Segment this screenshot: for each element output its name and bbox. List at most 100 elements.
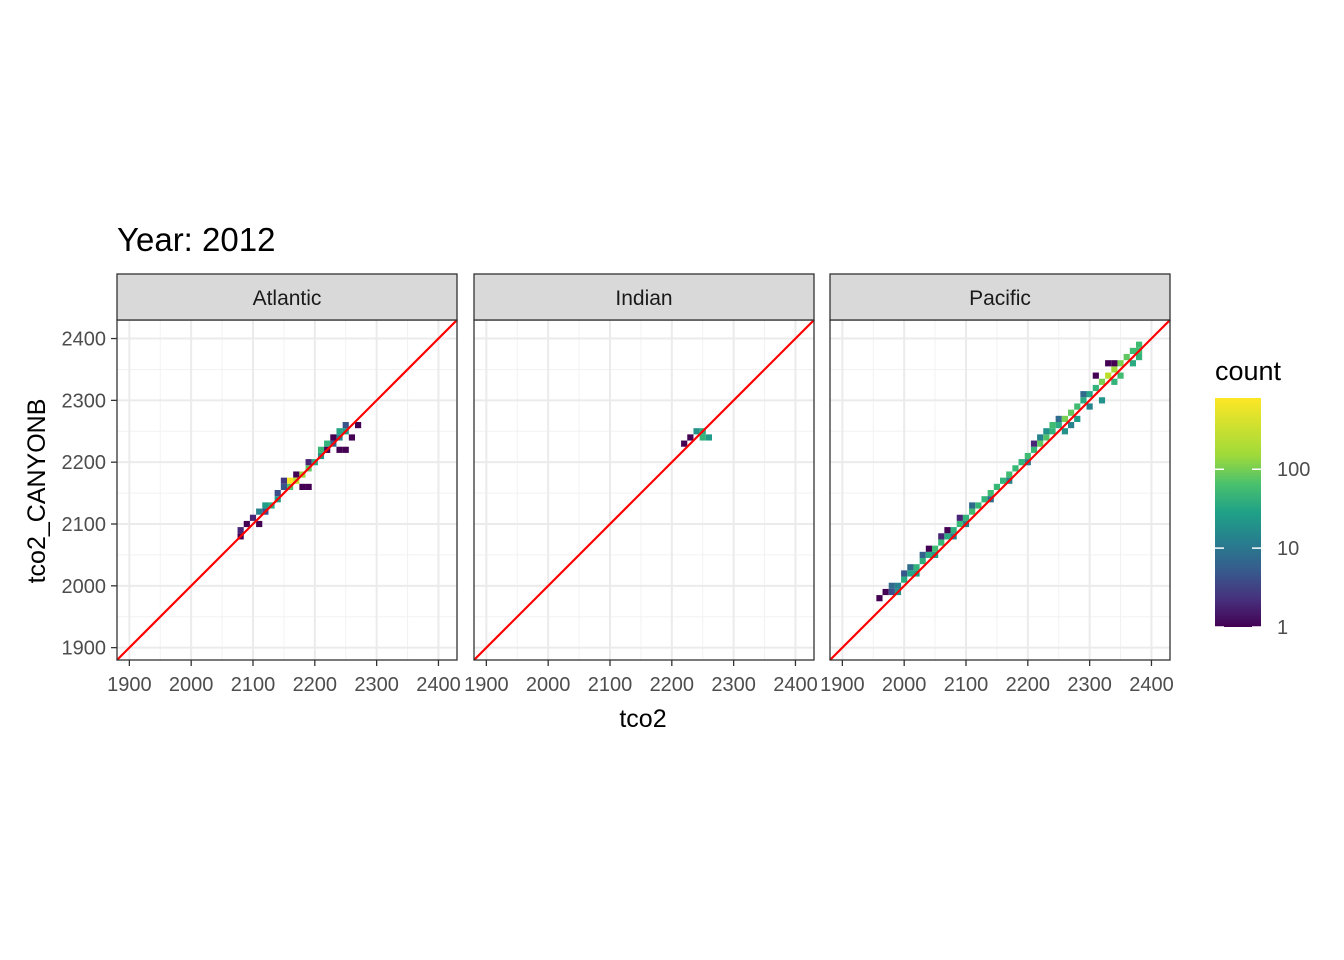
heatmap-bin xyxy=(925,545,932,552)
x-tick-label: 2400 xyxy=(773,674,818,696)
heatmap-bin xyxy=(925,551,932,558)
facet-panel-atlantic: Atlantic 1900 2000 2100 2200 2300 2400 1900 2000… xyxy=(62,273,461,696)
heatmap-bin xyxy=(342,422,349,429)
heatmap-bin xyxy=(1136,341,1143,348)
heatmap-bin xyxy=(305,459,312,466)
heatmap-bin xyxy=(1092,372,1099,379)
heatmap-bin xyxy=(932,545,939,552)
x-tick-label: 2000 xyxy=(882,674,927,696)
heatmap-bin xyxy=(1105,360,1112,367)
x-tick-label: 1900 xyxy=(820,674,865,696)
heatmap-bin xyxy=(1098,397,1106,404)
heatmap-bin xyxy=(705,434,712,441)
heatmap-bin xyxy=(317,446,325,453)
heatmap-bin xyxy=(1049,422,1056,429)
heatmap-bin xyxy=(962,514,970,521)
facet-strip xyxy=(473,273,815,321)
heatmap-bin xyxy=(1098,378,1106,385)
heatmap-bin xyxy=(681,440,688,447)
x-tick-label: 2400 xyxy=(1129,674,1174,696)
heatmap-bin xyxy=(1018,459,1025,466)
heatmap-bin xyxy=(975,502,982,509)
facet-strip-label: Indian xyxy=(615,287,672,310)
heatmap-bin xyxy=(249,514,257,521)
x-tick-label: 2200 xyxy=(293,674,338,696)
y-axis-title: tco2_CANYONB xyxy=(23,399,51,584)
heatmap-bin xyxy=(324,440,331,447)
heatmap-bin xyxy=(293,471,300,478)
x-tick-label: 2100 xyxy=(588,674,633,696)
reference-line xyxy=(829,319,1171,661)
legend-tick-label: 100 xyxy=(1277,459,1310,481)
x-tick-label: 2200 xyxy=(1006,674,1051,696)
heatmap-bin xyxy=(1000,477,1007,484)
heatmap-bin xyxy=(699,434,706,441)
x-tick-label: 2000 xyxy=(169,674,214,696)
x-tick-label: 2300 xyxy=(1067,674,1112,696)
heatmap-bin xyxy=(256,508,263,515)
heatmap-bin xyxy=(687,434,694,441)
y-tick-label: 2300 xyxy=(62,390,107,412)
x-tick-label: 1900 xyxy=(107,674,152,696)
heatmap-bin xyxy=(256,520,263,528)
heatmap-bin xyxy=(969,508,976,515)
heatmap-bin xyxy=(280,477,287,484)
facet-panel-indian: Indian 1900 2000 2100 2200 2300 2400 xyxy=(464,273,818,696)
legend-colorbar xyxy=(1215,398,1261,627)
y-tick-label: 2000 xyxy=(62,576,107,598)
y-tick-label: 2400 xyxy=(62,329,107,351)
heatmap-bin xyxy=(1012,465,1019,472)
heatmap-bin xyxy=(1043,428,1050,435)
heatmap-bin xyxy=(693,428,700,435)
heatmap-bin xyxy=(944,527,951,534)
heatmap-bin xyxy=(1123,354,1130,361)
heatmap-bin xyxy=(901,570,908,577)
heatmap-bin xyxy=(1105,372,1112,379)
heatmap-bin xyxy=(1068,422,1075,429)
heatmap-bin xyxy=(342,446,349,453)
heatmap-bin xyxy=(1080,391,1087,398)
y-tick-label: 1900 xyxy=(62,638,107,660)
heatmap-bin xyxy=(1061,428,1068,435)
facet-panel-pacific: Pacific 1900 2000 2100 2200 2300 2400 xyxy=(820,273,1174,696)
heatmap-bin xyxy=(981,496,988,503)
heatmap-bin xyxy=(987,490,994,497)
reference-line xyxy=(116,319,458,661)
heatmap-bin xyxy=(888,582,895,589)
heatmap-bin xyxy=(1074,403,1081,410)
heatmap-bin xyxy=(1030,440,1038,447)
heatmap-bin xyxy=(1111,378,1118,385)
x-tick-label: 2200 xyxy=(650,674,695,696)
heatmap-bin xyxy=(1117,360,1124,367)
heatmap-bin xyxy=(305,483,312,490)
heatmap-bin xyxy=(901,576,908,583)
heatmap-bin xyxy=(969,502,976,509)
heatmap-bin xyxy=(1055,422,1062,429)
x-tick-label: 1900 xyxy=(464,674,509,696)
y-tick-label: 2200 xyxy=(62,452,107,474)
heatmap-bin xyxy=(938,539,945,546)
heatmap-bin xyxy=(944,533,951,540)
heatmap-bin xyxy=(950,527,957,534)
heatmap-bin xyxy=(1030,446,1038,453)
x-tick-label: 2300 xyxy=(711,674,756,696)
heatmap-bin xyxy=(1092,384,1099,392)
heatmap-bin xyxy=(956,514,963,521)
y-tick-label: 2100 xyxy=(62,514,107,536)
heatmap-bin xyxy=(330,434,337,441)
x-tick-label: 2300 xyxy=(354,674,399,696)
heatmap-bin xyxy=(1086,391,1093,398)
heatmap-bin xyxy=(1117,372,1124,379)
heatmap-bin xyxy=(1049,428,1056,435)
heatmap-bin xyxy=(894,582,902,589)
facet-strip-label: Pacific xyxy=(969,287,1031,310)
heatmap-bin xyxy=(907,570,914,577)
heatmap-bin xyxy=(1055,415,1062,422)
x-axis-title: tco2 xyxy=(619,705,666,733)
heatmap-bin xyxy=(355,422,362,429)
heatmap-bin xyxy=(919,558,926,565)
heatmap-bin xyxy=(907,564,914,571)
heatmap-bin xyxy=(1111,366,1118,373)
facet-strip xyxy=(116,273,458,321)
